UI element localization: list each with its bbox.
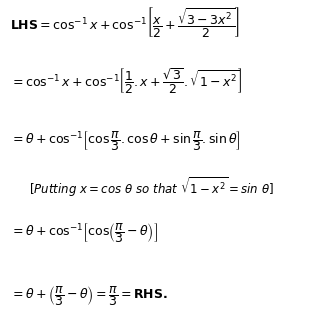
Text: $= \cos^{-1}x+\cos^{-1}\!\left[\dfrac{1}{2}.x+\dfrac{\sqrt{3}}{2}.\sqrt{1-x^2}\r: $= \cos^{-1}x+\cos^{-1}\!\left[\dfrac{1}… <box>10 66 243 96</box>
Text: $= \theta+\cos^{-1}\!\left[\cos\!\left(\dfrac{\pi}{3}-\theta\right)\right]$: $= \theta+\cos^{-1}\!\left[\cos\!\left(\… <box>10 221 157 245</box>
Text: $= \theta+\cos^{-1}\!\left[\cos\dfrac{\pi}{3}.\cos\theta+\sin\dfrac{\pi}{3}.\sin: $= \theta+\cos^{-1}\!\left[\cos\dfrac{\p… <box>10 129 241 153</box>
Text: $[Putting\ x = cos\ \theta\ so\ that\ \sqrt{1-x^2} = sin\ \theta]$: $[Putting\ x = cos\ \theta\ so\ that\ \s… <box>29 175 274 199</box>
Text: $= \theta+\left(\dfrac{\pi}{3}-\theta\right) = \dfrac{\pi}{3} = \mathbf{RHS.}$: $= \theta+\left(\dfrac{\pi}{3}-\theta\ri… <box>10 284 167 308</box>
Text: $\mathbf{LHS} = \cos^{-1}x+\cos^{-1}\!\left[\dfrac{x}{2}+\dfrac{\sqrt{3-3x^2}}{2: $\mathbf{LHS} = \cos^{-1}x+\cos^{-1}\!\l… <box>10 5 240 38</box>
